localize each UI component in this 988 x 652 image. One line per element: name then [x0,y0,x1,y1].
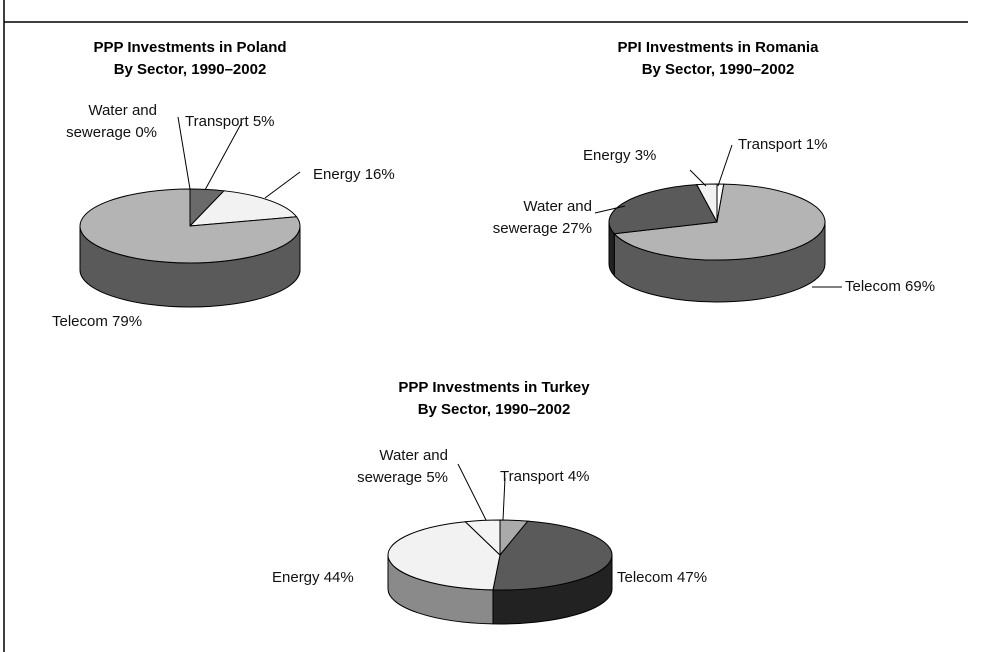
pie-slice [695,183,718,223]
slice-value-label: 47% [677,569,708,586]
slice-category: Telecom [52,313,108,330]
slice-category: Water and sewerage [357,447,448,486]
slice-value-label: 16% [364,166,395,183]
slice-label: Energy 44% [272,567,432,589]
slice-value-label: 79% [112,313,143,330]
slice-label: Telecom 79% [52,311,212,333]
slice-category: Transport [738,136,802,153]
chart-title: PPP Investments in Poland [93,39,286,56]
slice-value-label: 4% [567,468,590,485]
pie-slice [464,519,501,557]
chart-title: PPI Investments in Romania [618,39,820,56]
slice-value-label: 69% [905,278,936,295]
chart-subtitle: By Sector, 1990–2002 [114,61,267,78]
slice-value-label: 5% [252,113,275,130]
leader-line [264,171,301,199]
slice-category: Transport [500,468,564,485]
pie-slice [492,520,613,591]
leader-line [177,116,191,190]
slice-label: Telecom 69% [845,276,988,298]
pie-slice [608,184,718,235]
slice-value-label: 44% [323,569,354,586]
slice-category: Energy [272,569,320,586]
pie-slice [188,190,298,227]
slice-category: Water and sewerage [492,198,592,237]
leader-line [502,477,506,521]
pie-slice [613,183,826,261]
slice-value-label: 0% [135,124,157,141]
slice-category: Water and sewerage [66,102,157,141]
pie-slice [79,188,301,264]
slice-label: Energy 16% [313,164,473,186]
slice-category: Energy [583,147,631,164]
slice-label: Telecom 47% [617,567,777,589]
pie-slice [387,521,501,591]
slice-value-label: 3% [634,147,657,164]
leader-line [457,463,487,521]
slice-category: Energy [313,166,361,183]
slice-category: Telecom [617,569,673,586]
slice-value-label: 1% [805,136,828,153]
leader-line [689,169,707,187]
chart-title: PPP Investments in Turkey [398,379,590,396]
slice-label: Water and sewerage 27% [480,196,592,240]
chart-subtitle: By Sector, 1990–2002 [418,401,571,418]
slice-label: Water and sewerage 0% [45,100,157,144]
slice-label: Transport 4% [500,466,660,488]
slice-category: Transport [185,113,249,130]
chart-subtitle: By Sector, 1990–2002 [642,61,795,78]
leader-line [204,121,243,191]
slice-value-label: 5% [426,469,448,486]
leader-line [717,144,733,187]
slice-label: Transport 1% [738,134,898,156]
slice-label: Transport 5% [185,111,345,133]
slice-label: Energy 3% [583,145,743,167]
slice-category: Telecom [845,278,901,295]
slice-label: Water and sewerage 5% [336,445,448,489]
leader-line [594,205,626,214]
slice-value-label: 27% [561,220,592,237]
